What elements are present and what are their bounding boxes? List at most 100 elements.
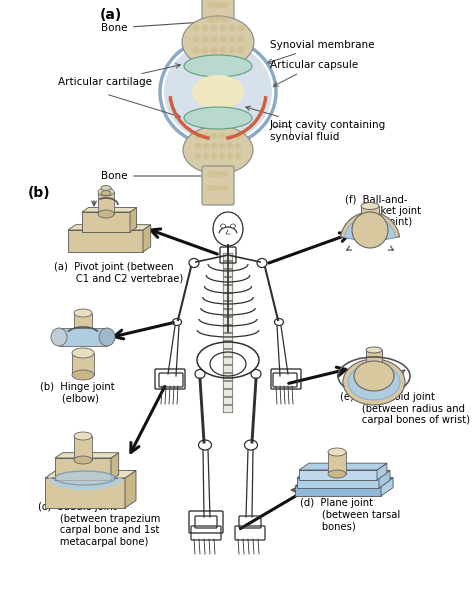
Polygon shape (366, 350, 382, 364)
Circle shape (211, 143, 217, 149)
Text: (b): (b) (28, 186, 51, 200)
Ellipse shape (51, 328, 67, 346)
Circle shape (203, 143, 209, 149)
Circle shape (219, 25, 227, 31)
Polygon shape (82, 207, 137, 212)
Polygon shape (379, 471, 390, 488)
Circle shape (210, 47, 218, 54)
Circle shape (235, 133, 241, 139)
Circle shape (352, 212, 388, 248)
Polygon shape (143, 225, 151, 252)
Ellipse shape (74, 309, 92, 317)
Text: Bone: Bone (101, 22, 201, 33)
FancyBboxPatch shape (223, 277, 233, 285)
Circle shape (210, 36, 218, 42)
Circle shape (219, 133, 225, 139)
Polygon shape (98, 192, 114, 214)
Circle shape (207, 1, 213, 8)
Ellipse shape (99, 328, 115, 346)
Circle shape (235, 153, 241, 159)
Polygon shape (328, 452, 346, 474)
Polygon shape (55, 458, 111, 480)
Ellipse shape (354, 361, 394, 391)
Polygon shape (45, 471, 136, 478)
FancyBboxPatch shape (223, 333, 233, 341)
Ellipse shape (72, 370, 94, 380)
Polygon shape (74, 436, 92, 460)
Polygon shape (295, 478, 393, 486)
Ellipse shape (74, 331, 92, 339)
Circle shape (237, 25, 245, 31)
Polygon shape (82, 212, 130, 232)
Circle shape (192, 36, 200, 42)
Polygon shape (299, 470, 377, 480)
Text: Articular cartilage: Articular cartilage (58, 63, 180, 87)
Polygon shape (45, 478, 125, 508)
Ellipse shape (184, 55, 252, 77)
Polygon shape (74, 313, 92, 335)
Text: Articular capsule: Articular capsule (270, 60, 358, 86)
Ellipse shape (220, 224, 226, 228)
FancyBboxPatch shape (223, 301, 233, 309)
Circle shape (195, 133, 201, 139)
Ellipse shape (183, 126, 253, 174)
FancyBboxPatch shape (202, 166, 234, 205)
FancyBboxPatch shape (223, 365, 233, 373)
Circle shape (227, 143, 233, 149)
Wedge shape (340, 212, 400, 242)
FancyBboxPatch shape (223, 381, 233, 389)
Circle shape (192, 25, 200, 31)
Text: (f)  Ball-and-
      socket joint
      (hip joint): (f) Ball-and- socket joint (hip joint) (345, 194, 421, 227)
Circle shape (201, 36, 209, 42)
Circle shape (211, 153, 217, 159)
Polygon shape (101, 188, 111, 193)
Wedge shape (345, 216, 396, 242)
Circle shape (192, 47, 200, 54)
Ellipse shape (164, 42, 272, 142)
Circle shape (212, 171, 218, 177)
Circle shape (228, 47, 236, 54)
Text: Bone: Bone (101, 171, 201, 181)
Ellipse shape (343, 359, 405, 405)
Circle shape (217, 16, 224, 22)
Polygon shape (130, 207, 137, 232)
FancyBboxPatch shape (223, 349, 233, 357)
Polygon shape (297, 478, 379, 488)
Circle shape (195, 143, 201, 149)
Circle shape (237, 47, 245, 54)
Circle shape (210, 25, 218, 31)
Ellipse shape (74, 456, 92, 464)
Ellipse shape (192, 75, 244, 109)
Text: (a): (a) (100, 8, 122, 22)
Polygon shape (59, 328, 107, 346)
Text: Joint cavity containing
synovial fluid: Joint cavity containing synovial fluid (246, 106, 386, 141)
Polygon shape (68, 230, 143, 252)
FancyBboxPatch shape (223, 397, 233, 405)
Ellipse shape (182, 16, 254, 68)
Ellipse shape (328, 448, 346, 456)
Ellipse shape (72, 348, 94, 358)
Circle shape (217, 171, 223, 177)
FancyBboxPatch shape (223, 357, 233, 365)
Text: (e)  Condyloid joint
       (between radius and
       carpal bones of wrist): (e) Condyloid joint (between radius and … (340, 392, 470, 425)
Polygon shape (299, 463, 387, 470)
FancyBboxPatch shape (223, 389, 233, 397)
Circle shape (228, 25, 236, 31)
Ellipse shape (55, 471, 115, 485)
Ellipse shape (328, 470, 346, 478)
Polygon shape (297, 471, 390, 478)
Text: (b)  Hinge joint
       (elbow): (b) Hinge joint (elbow) (40, 382, 115, 403)
Ellipse shape (98, 210, 114, 218)
FancyBboxPatch shape (223, 261, 233, 269)
Ellipse shape (361, 202, 379, 210)
Polygon shape (111, 452, 118, 480)
Circle shape (219, 36, 227, 42)
Circle shape (237, 36, 245, 42)
FancyBboxPatch shape (223, 309, 233, 317)
Ellipse shape (101, 190, 111, 196)
Text: Synovial membrane: Synovial membrane (268, 40, 374, 63)
FancyBboxPatch shape (223, 293, 233, 301)
Circle shape (228, 36, 236, 42)
Circle shape (195, 153, 201, 159)
Text: (d)  Plane joint
       (between tarsal
       bones): (d) Plane joint (between tarsal bones) (300, 498, 400, 531)
